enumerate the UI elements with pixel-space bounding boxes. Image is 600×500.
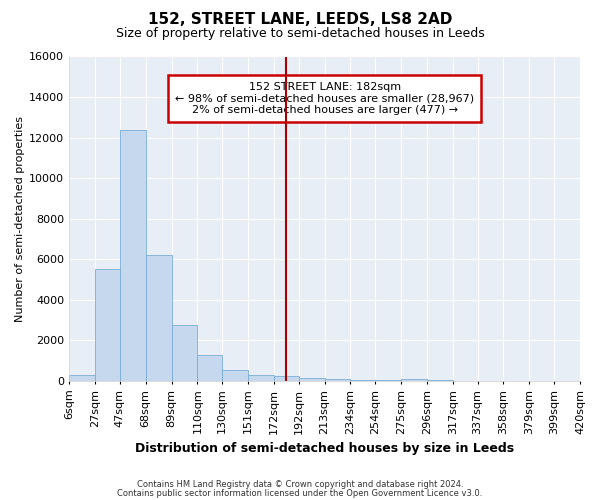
Bar bbox=[248, 375, 274, 381]
Bar bbox=[197, 354, 222, 381]
Text: 152 STREET LANE: 182sqm
← 98% of semi-detached houses are smaller (28,967)
2% of: 152 STREET LANE: 182sqm ← 98% of semi-de… bbox=[175, 82, 474, 116]
Text: Size of property relative to semi-detached houses in Leeds: Size of property relative to semi-detach… bbox=[116, 28, 484, 40]
Text: 152, STREET LANE, LEEDS, LS8 2AD: 152, STREET LANE, LEEDS, LS8 2AD bbox=[148, 12, 452, 28]
Y-axis label: Number of semi-detached properties: Number of semi-detached properties bbox=[15, 116, 25, 322]
Text: Contains public sector information licensed under the Open Government Licence v3: Contains public sector information licen… bbox=[118, 488, 482, 498]
Bar bbox=[95, 270, 120, 381]
Bar bbox=[427, 380, 453, 381]
Text: Contains HM Land Registry data © Crown copyright and database right 2024.: Contains HM Land Registry data © Crown c… bbox=[137, 480, 463, 489]
Bar bbox=[325, 379, 350, 381]
X-axis label: Distribution of semi-detached houses by size in Leeds: Distribution of semi-detached houses by … bbox=[135, 442, 514, 455]
Bar bbox=[120, 130, 146, 381]
Bar bbox=[350, 380, 375, 381]
Bar bbox=[299, 378, 325, 381]
Bar bbox=[401, 379, 427, 381]
Bar bbox=[222, 370, 248, 381]
Bar bbox=[375, 380, 401, 381]
Bar bbox=[146, 256, 172, 381]
Bar bbox=[274, 376, 299, 381]
Bar bbox=[172, 325, 197, 381]
Bar bbox=[69, 374, 95, 381]
